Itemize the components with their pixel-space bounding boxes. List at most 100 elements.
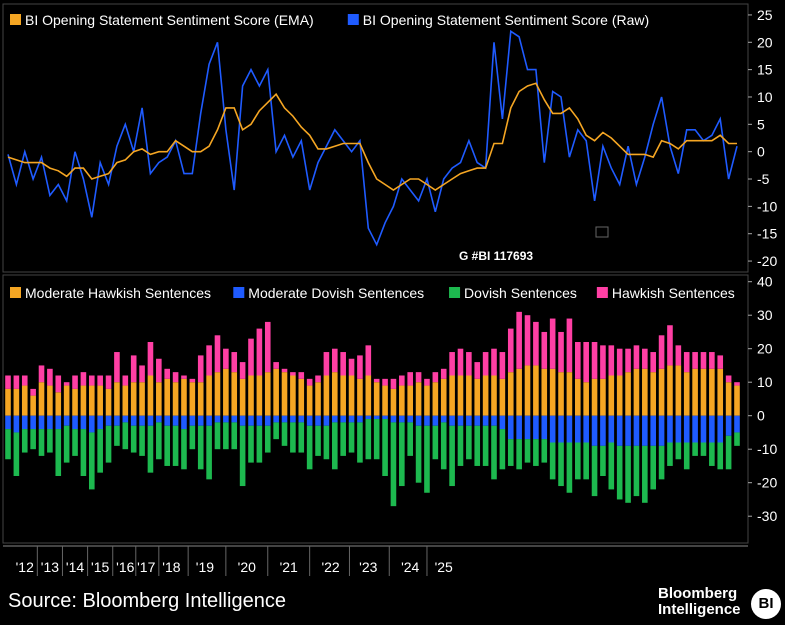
bar-moderate-dovish-67 <box>566 415 573 443</box>
bar-moderate-dovish-2 <box>21 415 28 430</box>
bar-hawkish-7 <box>63 382 70 386</box>
bar-hawkish-1 <box>13 375 20 389</box>
bar-moderate-hawkish-84 <box>709 368 715 416</box>
brand-logo: Bloomberg Intelligence <box>658 586 741 618</box>
bar-moderate-hawkish-29 <box>248 375 254 416</box>
bar-hawkish-30 <box>256 328 263 376</box>
bar-dovish-72 <box>608 442 615 490</box>
bar-moderate-hawkish-50 <box>424 385 430 416</box>
bar-hawkish-10 <box>88 375 95 386</box>
bar-moderate-dovish-40 <box>340 415 346 423</box>
bar-moderate-hawkish-66 <box>558 372 564 416</box>
bar-dovish-25 <box>214 422 221 450</box>
bar-moderate-dovish-70 <box>591 415 598 446</box>
bar-moderate-hawkish-10 <box>88 385 95 416</box>
bar-moderate-hawkish-18 <box>156 382 162 416</box>
bar-hawkish-59 <box>499 352 506 379</box>
bar-moderate-dovish-13 <box>114 415 120 426</box>
bar-moderate-hawkish-51 <box>432 382 439 416</box>
bar-moderate-dovish-19 <box>164 415 171 426</box>
bar-dovish-44 <box>373 419 380 460</box>
bar-dovish-48 <box>407 422 414 456</box>
top-ytick-label-7: -10 <box>757 198 777 214</box>
bar-dovish-12 <box>105 425 112 463</box>
bar-moderate-dovish-42 <box>357 415 363 423</box>
bar-hawkish-2 <box>21 375 28 386</box>
bottom-ytick-label-0: 40 <box>757 274 773 290</box>
bar-moderate-hawkish-78 <box>658 368 665 416</box>
bar-hawkish-87 <box>734 382 740 386</box>
bar-moderate-dovish-3 <box>30 415 36 430</box>
x-tick-label-7: '19 <box>196 559 214 575</box>
bar-moderate-hawkish-7 <box>63 385 70 416</box>
bar-moderate-hawkish-83 <box>700 368 707 416</box>
bar-moderate-hawkish-2 <box>21 385 28 416</box>
bar-hawkish-32 <box>273 362 279 369</box>
bar-dovish-6 <box>55 429 62 476</box>
bar-moderate-hawkish-6 <box>55 392 62 416</box>
bar-moderate-hawkish-23 <box>197 382 204 416</box>
bar-hawkish-23 <box>197 355 204 383</box>
bar-moderate-hawkish-47 <box>399 385 405 416</box>
bar-hawkish-71 <box>600 345 606 379</box>
bar-moderate-hawkish-1 <box>13 388 20 416</box>
x-tick-label-11: '23 <box>359 559 377 575</box>
bar-moderate-hawkish-61 <box>516 368 522 416</box>
bar-moderate-dovish-65 <box>549 415 556 443</box>
bar-hawkish-34 <box>290 372 296 376</box>
bar-dovish-70 <box>591 445 598 497</box>
bar-moderate-hawkish-82 <box>692 368 698 416</box>
bar-dovish-4 <box>38 429 45 456</box>
bar-hawkish-38 <box>323 352 330 376</box>
bar-dovish-77 <box>650 445 657 490</box>
bar-hawkish-70 <box>591 342 598 379</box>
bar-dovish-23 <box>197 425 204 470</box>
bar-dovish-10 <box>88 432 95 490</box>
bar-dovish-68 <box>574 442 581 480</box>
bottom-ytick-label-5: -10 <box>757 441 777 457</box>
bar-hawkish-80 <box>675 345 682 366</box>
bottom-legend-item-3: Dovish Sentences <box>449 285 577 301</box>
bar-hawkish-15 <box>130 355 137 383</box>
bar-moderate-hawkish-15 <box>130 382 137 416</box>
bar-moderate-hawkish-9 <box>80 385 87 416</box>
bar-hawkish-19 <box>164 368 171 379</box>
bottom-legend-item-2: Moderate Dovish Sentences <box>233 285 424 301</box>
panel-menu-icon <box>595 226 609 238</box>
bar-moderate-hawkish-16 <box>139 382 145 416</box>
bar-hawkish-36 <box>306 378 313 386</box>
bar-dovish-9 <box>80 429 87 476</box>
bar-moderate-hawkish-60 <box>507 372 514 416</box>
bar-hawkish-45 <box>382 378 388 386</box>
bar-moderate-hawkish-75 <box>633 368 640 416</box>
bar-moderate-hawkish-67 <box>566 372 573 416</box>
bar-hawkish-50 <box>424 378 430 386</box>
bar-dovish-31 <box>264 425 271 453</box>
bar-moderate-hawkish-62 <box>524 365 531 416</box>
bar-dovish-63 <box>533 439 539 466</box>
bar-moderate-dovish-38 <box>323 415 330 426</box>
top-ytick-label-1: 20 <box>757 34 773 50</box>
bar-hawkish-21 <box>181 375 187 379</box>
bar-moderate-hawkish-37 <box>315 382 321 416</box>
bar-hawkish-66 <box>558 331 564 373</box>
bar-hawkish-69 <box>583 342 589 383</box>
bar-moderate-dovish-59 <box>499 415 506 430</box>
bar-moderate-hawkish-4 <box>38 382 45 416</box>
bar-moderate-dovish-74 <box>625 415 631 446</box>
bar-dovish-56 <box>474 425 481 466</box>
bar-dovish-87 <box>734 432 740 446</box>
bar-hawkish-74 <box>625 348 631 373</box>
bottom-ytick-label-1: 30 <box>757 307 773 323</box>
bar-dovish-40 <box>340 422 346 456</box>
bar-hawkish-77 <box>650 352 657 373</box>
bar-moderate-dovish-58 <box>491 415 497 426</box>
bar-moderate-dovish-11 <box>97 415 103 430</box>
bar-moderate-hawkish-35 <box>298 378 305 416</box>
bar-moderate-hawkish-11 <box>97 385 103 416</box>
bar-dovish-47 <box>399 422 405 487</box>
bar-moderate-dovish-0 <box>5 415 11 430</box>
bar-hawkish-31 <box>264 321 271 373</box>
bar-hawkish-8 <box>72 375 78 389</box>
bar-dovish-79 <box>667 442 673 466</box>
